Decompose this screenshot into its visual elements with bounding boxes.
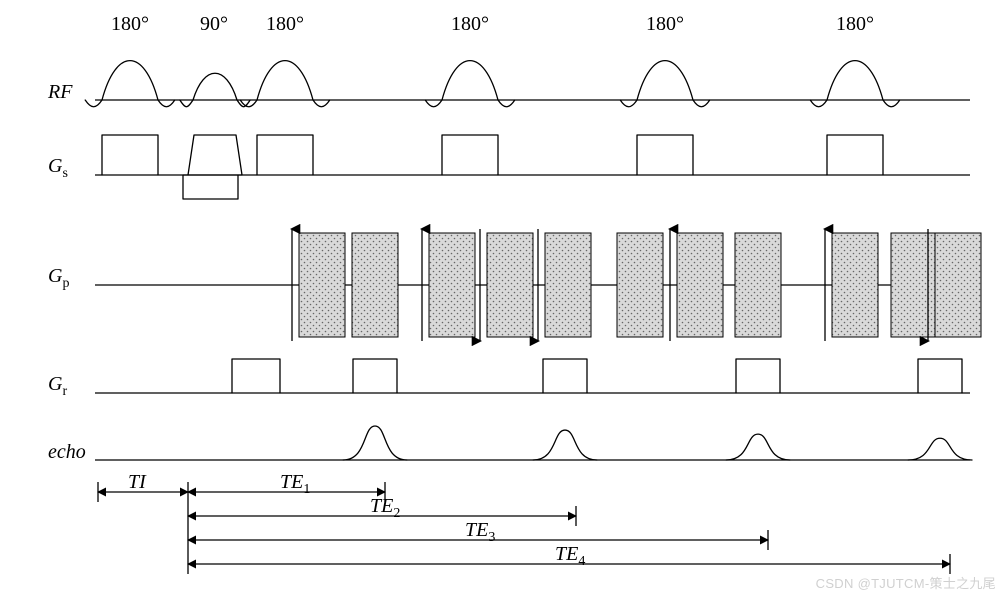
svg-text:TE2: TE2 [370,495,400,521]
gs-pulse [102,135,158,175]
svg-text:TE1: TE1 [280,471,310,497]
gr-readout [918,359,962,393]
gs-pulse [257,135,313,175]
echo-signal [726,434,790,460]
gp-block [352,233,398,337]
interval-labels: TI TE1 TE2 TE3 TE4 [98,471,950,574]
gp-block [538,229,591,341]
gs-pulse [442,135,498,175]
rf-angle-label: 180° [646,13,684,35]
pulse-sequence-diagram: RF 180° 90° 180° 180° 180° 180° Gs Gp Gr echo TI TE1… [0,0,1008,602]
gs-90-pulse [183,135,242,199]
gp-block [480,229,533,341]
echo-signal [908,438,972,460]
gr-readout [543,359,587,393]
gp-block [735,233,781,337]
gp-block [670,229,723,341]
gp-block [891,233,937,337]
gp-block [292,229,345,341]
gs-pulse [637,135,693,175]
svg-text:TE4: TE4 [555,543,585,569]
svg-text:Gr: Gr [48,373,67,399]
rf-angle-label: 180° [266,13,304,35]
rf-angle-label: 180° [111,13,149,35]
rf-pulse [180,73,250,107]
gp-block [617,233,663,337]
svg-text:Gp: Gp [48,265,69,291]
svg-text:echo: echo [48,441,86,463]
gr-readout [736,359,780,393]
gp-block [928,229,981,341]
svg-text:Gs: Gs [48,155,68,181]
svg-text:RF: RF [47,81,73,103]
svg-text:TI: TI [128,471,147,493]
gp-block [825,229,878,341]
echo-signal [343,426,407,460]
rf-angle-label: 90° [200,13,228,35]
svg-text:TE3: TE3 [465,519,495,545]
gs-pulse [827,135,883,175]
gr-prephase [232,359,280,393]
gr-readout [353,359,397,393]
rf-angle-label: 180° [451,13,489,35]
gp-block [422,229,475,341]
echo-signal [533,430,597,460]
rf-angle-label: 180° [836,13,874,35]
watermark-text: CSDN @TJUTCM-策士之九尾 [816,573,996,592]
